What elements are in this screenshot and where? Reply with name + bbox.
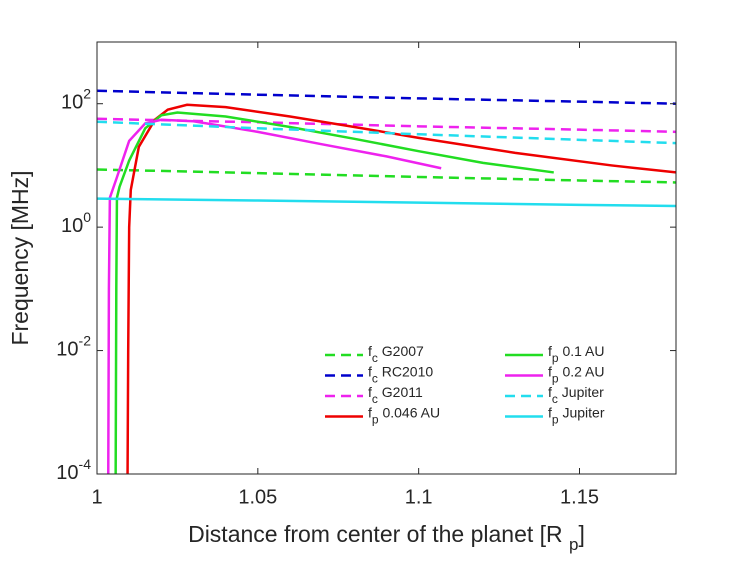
x-tick-label: 1.15 [560,486,599,508]
x-tick-label: 1.05 [238,486,277,508]
series-line [97,117,676,134]
y-tick-label: 10-4 [56,456,91,485]
legend-label: fp 0.1 AU [548,343,605,365]
y-tick-label: 100 [61,209,91,238]
series-line [97,120,676,145]
legend-label: fp 0.2 AU [548,363,605,385]
legend-label: fp Jupiter [548,404,605,426]
y-tick-label: 10-2 [56,332,91,361]
series-line [97,89,676,105]
legend-label: fc RC2010 [368,363,433,385]
legend-label: fc G2011 [368,384,423,406]
x-tick-label: 1 [91,486,102,508]
series-line [126,103,676,474]
y-tick-label: 102 [61,85,91,114]
series-line [97,168,676,184]
legend-label: fp 0.046 AU [368,404,440,426]
legend-label: fc Jupiter [548,384,604,406]
x-axis-label: Distance from center of the planet [R p] [188,521,585,554]
x-tick-label: 1.1 [405,486,433,508]
series-line [107,118,442,474]
series-line [97,197,676,208]
legend-label: fc G2007 [368,343,424,365]
series-line [114,111,554,474]
plot-frame [96,41,677,475]
y-axis-label: Frequency [MHz] [7,170,33,345]
